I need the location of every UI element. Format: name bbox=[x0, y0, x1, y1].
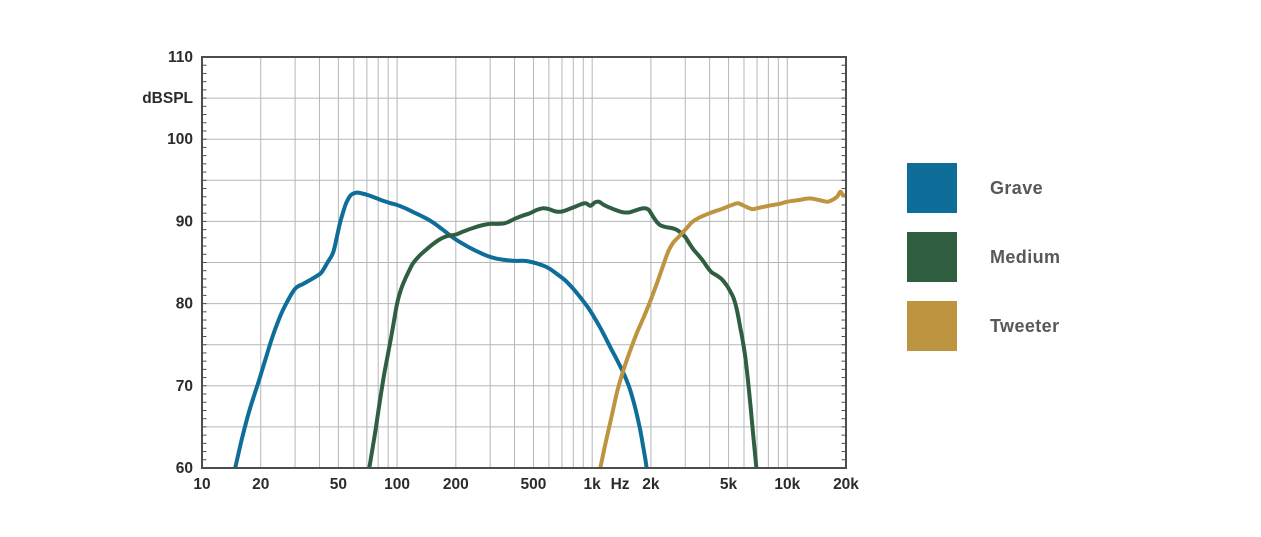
grave-color-swatch bbox=[907, 163, 957, 213]
x-tick-1k: 1k bbox=[584, 476, 602, 493]
x-tick-10: 10 bbox=[193, 476, 210, 493]
legend-label-tweeter: Tweeter bbox=[990, 315, 1060, 336]
legend-item-grave: Grave bbox=[907, 163, 1207, 213]
x-tick-20: 20 bbox=[252, 476, 269, 493]
curve-medium bbox=[367, 199, 759, 468]
x-tick-100: 100 bbox=[384, 476, 410, 493]
x-tick-50: 50 bbox=[330, 476, 347, 493]
legend-label-medium: Medium bbox=[990, 246, 1061, 267]
x-tick-20k: 20k bbox=[833, 476, 859, 493]
x-tick-2k: 2k bbox=[642, 476, 660, 493]
legend-item-tweeter: Tweeter bbox=[907, 301, 1207, 351]
y-tick-110: 110 bbox=[168, 49, 193, 66]
y-tick-70: 70 bbox=[176, 378, 193, 395]
legend-item-medium: Medium bbox=[907, 232, 1207, 282]
x-tick-200: 200 bbox=[443, 476, 469, 493]
chart-legend: Grave Medium Tweeter bbox=[907, 163, 1207, 370]
axis-labels: 110 100 90 80 70 60 dBSPL 10 20 50 100 200 500 1k 2k 5k… bbox=[142, 49, 859, 493]
y-tick-90: 90 bbox=[176, 213, 193, 230]
curves bbox=[233, 189, 846, 468]
tweeter-color-swatch bbox=[907, 301, 957, 351]
curve-tweeter bbox=[598, 189, 846, 468]
plot-border bbox=[201, 56, 847, 469]
x-tick-500: 500 bbox=[521, 476, 547, 493]
x-tick-10k: 10k bbox=[774, 476, 800, 493]
y-tick-60: 60 bbox=[176, 460, 193, 477]
x-axis-unit-label: Hz bbox=[611, 476, 630, 493]
y-tick-100: 100 bbox=[167, 131, 193, 148]
medium-color-swatch bbox=[907, 232, 957, 282]
legend-label-grave: Grave bbox=[990, 177, 1044, 198]
x-tick-5k: 5k bbox=[720, 476, 738, 493]
frequency-response-chart: 110 100 90 80 70 60 dBSPL 10 20 50 100 200 500 1k 2k 5k… bbox=[142, 49, 859, 493]
y-axis-unit-label: dBSPL bbox=[142, 90, 193, 107]
y-tick-80: 80 bbox=[176, 296, 193, 313]
gridlines bbox=[202, 57, 846, 468]
curve-grave bbox=[233, 190, 649, 468]
